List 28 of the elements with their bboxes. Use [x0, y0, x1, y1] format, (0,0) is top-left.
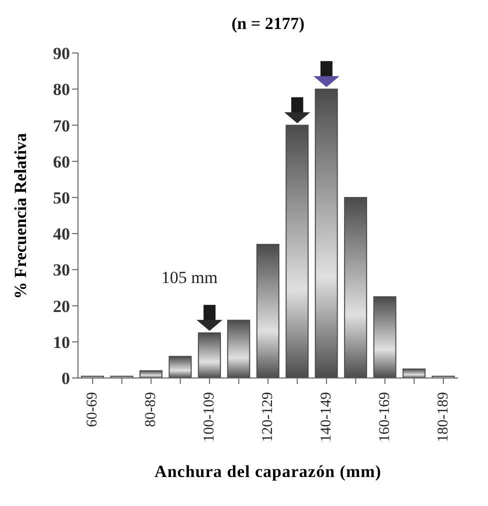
x-tick-label: 100-109	[202, 392, 218, 442]
y-tick-label: 80	[53, 80, 70, 100]
y-tick-label: 40	[53, 224, 70, 244]
y-tick-label: 20	[53, 296, 70, 316]
bar	[139, 370, 162, 378]
y-tick-label: 0	[62, 369, 70, 388]
chart-title: (n = 2177)	[230, 14, 306, 34]
bar	[402, 368, 426, 378]
x-tick-label: 140-149	[318, 392, 334, 442]
y-tick-label: 10	[53, 332, 70, 352]
bar	[256, 244, 280, 378]
bar	[168, 356, 192, 378]
x-tick-label: 180-189	[435, 392, 452, 442]
x-tick-label: 80-89	[143, 392, 160, 427]
annotation: 105 mm	[161, 268, 218, 287]
bar	[373, 296, 396, 378]
y-tick-label: 60	[53, 152, 70, 172]
x-tick-label: 120-129	[260, 392, 276, 442]
x-tick-label: 160-169	[376, 392, 393, 442]
y-tick-label: 90	[53, 44, 70, 64]
y-tick-label: 30	[53, 260, 70, 280]
x-axis-title: Anchura del caparazón (mm)	[154, 462, 382, 482]
x-tick-label: 60-69	[84, 392, 101, 427]
y-axis-title: % Frecuencia Relativa	[11, 132, 31, 298]
bar	[344, 196, 368, 378]
y-tick-label: 50	[53, 188, 70, 208]
y-tick-label: 70	[53, 116, 70, 136]
bar	[227, 320, 250, 378]
